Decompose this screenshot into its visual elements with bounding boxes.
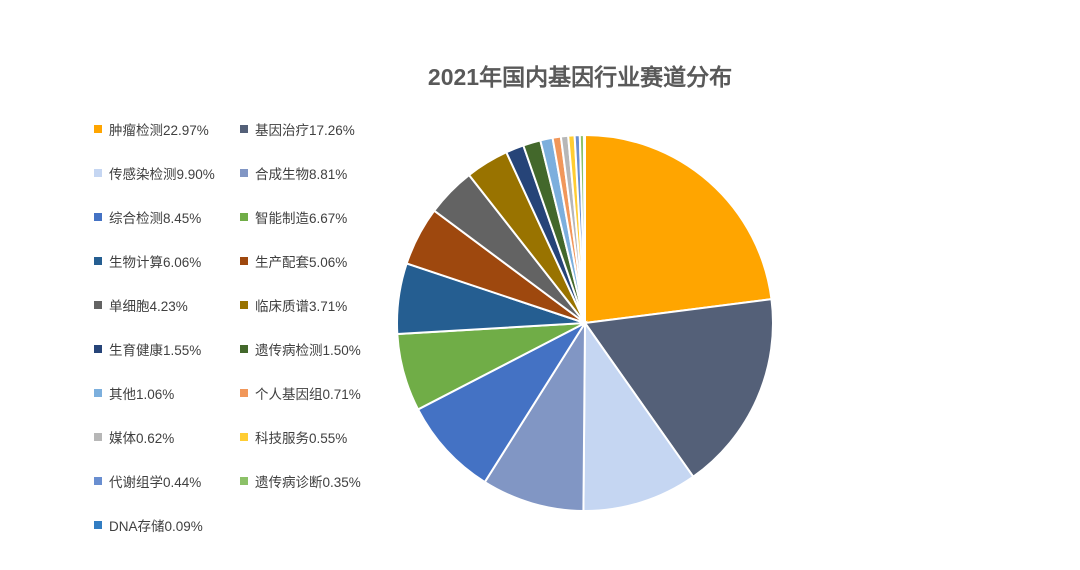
- legend-item: 生育健康1.55%: [94, 338, 240, 360]
- legend-swatch: [240, 169, 248, 177]
- legend-item: 其他1.06%: [94, 382, 240, 404]
- legend-label: 单细胞4.23%: [109, 299, 188, 314]
- legend-swatch: [94, 433, 102, 441]
- legend-item: 基因治疗17.26%: [240, 118, 390, 140]
- legend-swatch: [240, 477, 248, 485]
- legend-item: 传感染检测9.90%: [94, 162, 240, 184]
- legend-label: 遗传病检测1.50%: [255, 343, 361, 358]
- legend-item: 智能制造6.67%: [240, 206, 390, 228]
- legend-swatch: [94, 125, 102, 133]
- legend-item: 单细胞4.23%: [94, 294, 240, 316]
- legend-label: DNA存储0.09%: [109, 519, 203, 534]
- legend-item: 媒体0.62%: [94, 426, 240, 448]
- legend-label: 合成生物8.81%: [255, 167, 348, 182]
- legend-item: 遗传病诊断0.35%: [240, 470, 390, 492]
- legend-label: 生产配套5.06%: [255, 255, 348, 270]
- legend-label: 科技服务0.55%: [255, 431, 348, 446]
- pie-slice: [582, 319, 695, 512]
- legend-swatch: [240, 257, 248, 265]
- legend-label: 遗传病诊断0.35%: [255, 475, 361, 490]
- legend-item: 个人基因组0.71%: [240, 382, 390, 404]
- legend-swatch: [240, 213, 248, 221]
- pie-slice: [584, 133, 773, 325]
- legend-label: 生育健康1.55%: [109, 343, 202, 358]
- legend-swatch: [240, 301, 248, 309]
- legend-label: 个人基因组0.71%: [255, 387, 361, 402]
- legend-item: 综合检测8.45%: [94, 206, 240, 228]
- legend-item: 遗传病检测1.50%: [240, 338, 390, 360]
- chart-legend: 肿瘤检测22.97% 基因治疗17.26% 传感染检测9.90% 合成生物8.81% 综…: [94, 118, 390, 558]
- legend-item: DNA存储0.09%: [94, 514, 240, 536]
- legend-label: 智能制造6.67%: [255, 211, 348, 226]
- legend-item: 临床质谱3.71%: [240, 294, 390, 316]
- legend-swatch: [240, 389, 248, 397]
- legend-swatch: [94, 345, 102, 353]
- legend-label: 生物计算6.06%: [109, 255, 202, 270]
- legend-label: 综合检测8.45%: [109, 211, 202, 226]
- legend-swatch: [240, 433, 248, 441]
- legend-swatch: [94, 169, 102, 177]
- legend-item: 肿瘤检测22.97%: [94, 118, 240, 140]
- legend-item: 生产配套5.06%: [240, 250, 390, 272]
- legend-label: 其他1.06%: [109, 387, 175, 402]
- legend-swatch: [94, 213, 102, 221]
- legend-label: 基因治疗17.26%: [255, 123, 355, 138]
- legend-swatch: [94, 389, 102, 397]
- chart-title: 2021年国内基因行业赛道分布: [427, 64, 733, 90]
- legend-label: 临床质谱3.71%: [255, 299, 348, 314]
- legend-swatch: [94, 477, 102, 485]
- legend-label: 代谢组学0.44%: [109, 475, 202, 490]
- legend-item: 科技服务0.55%: [240, 426, 390, 448]
- pie-slice: [416, 320, 588, 484]
- legend-swatch: [240, 345, 248, 353]
- legend-item: 代谢组学0.44%: [94, 470, 240, 492]
- legend-label: 肿瘤检测22.97%: [109, 123, 209, 138]
- legend-item: 合成生物8.81%: [240, 162, 390, 184]
- legend-item: 生物计算6.06%: [94, 250, 240, 272]
- legend-label: 媒体0.62%: [109, 431, 175, 446]
- pie-slice: [582, 133, 586, 324]
- legend-swatch: [240, 125, 248, 133]
- legend-label: 传感染检测9.90%: [109, 167, 215, 182]
- pie-slice: [483, 319, 587, 512]
- legend-swatch: [94, 301, 102, 309]
- legend-swatch: [94, 521, 102, 529]
- legend-swatch: [94, 257, 102, 265]
- pie-slice: [583, 297, 774, 479]
